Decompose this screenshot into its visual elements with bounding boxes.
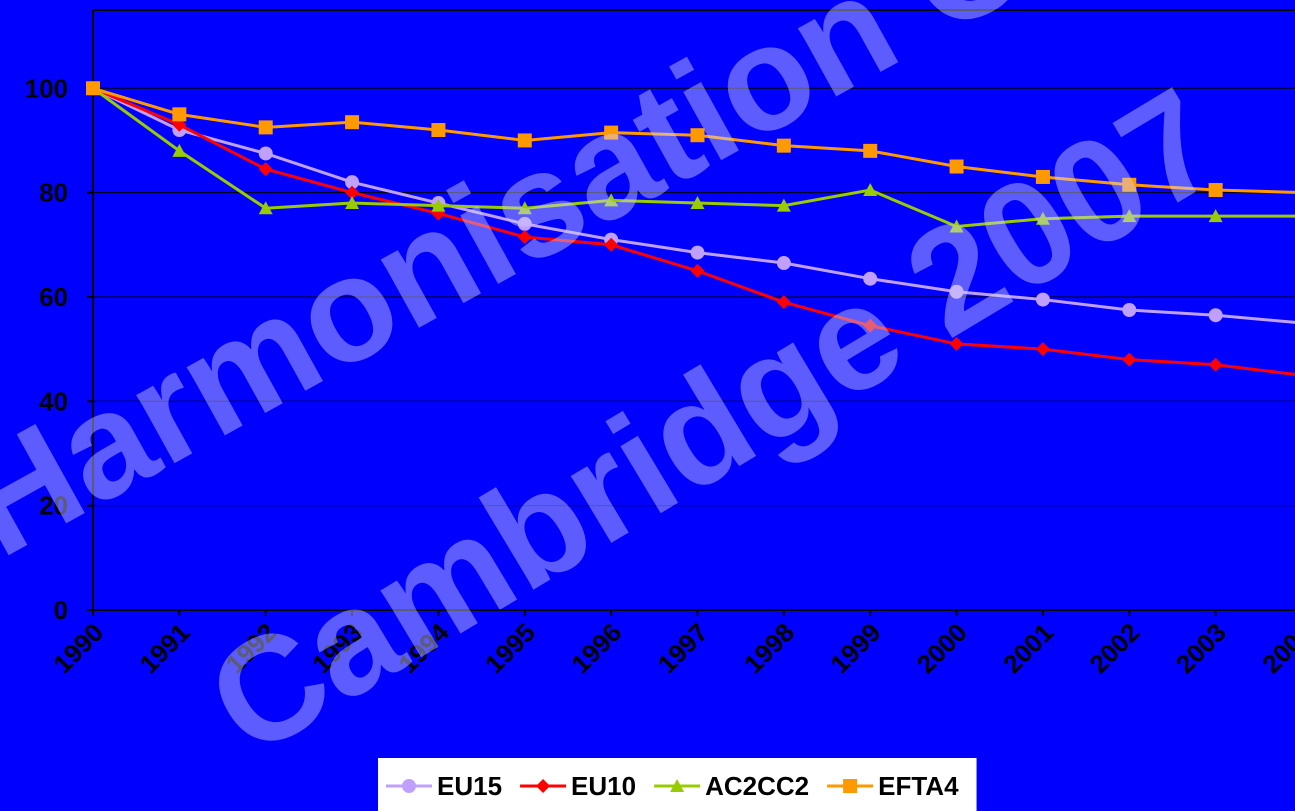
marker (1208, 308, 1223, 323)
marker (1035, 292, 1050, 307)
marker (690, 245, 705, 260)
marker (690, 263, 705, 278)
marker (776, 295, 791, 310)
marker (1122, 177, 1137, 192)
marker (670, 779, 685, 792)
marker (1208, 357, 1223, 372)
x-tick-label: 1990 (47, 617, 109, 679)
marker (863, 271, 878, 286)
marker (258, 162, 273, 177)
marker (345, 185, 360, 200)
marker (690, 196, 705, 210)
marker (431, 198, 446, 212)
marker (863, 318, 878, 333)
marker (517, 229, 532, 244)
marker (1035, 342, 1050, 357)
legend-label: EFTA4 (878, 771, 959, 801)
x-tick-label: 2004 (1256, 617, 1295, 679)
marker (1035, 169, 1050, 184)
x-tick-label: 1999 (824, 617, 886, 679)
marker (843, 779, 858, 793)
x-tick-label: 2000 (911, 617, 973, 679)
y-tick-label: 60 (39, 282, 68, 312)
marker (258, 201, 273, 215)
x-tick-label: 2002 (1083, 617, 1145, 679)
marker (863, 143, 878, 158)
marker (345, 175, 360, 190)
marker (517, 201, 532, 215)
marker (86, 81, 100, 96)
y-tick-label: 40 (39, 386, 68, 416)
x-tick-label: 2001 (997, 617, 1059, 679)
marker (690, 128, 705, 143)
x-tick-label: 1996 (565, 617, 627, 679)
x-tick-label: 1998 (738, 617, 800, 679)
marker (536, 779, 551, 793)
y-tick-label: 100 (25, 73, 68, 103)
marker (517, 133, 532, 148)
marker (402, 779, 416, 793)
legend-label: AC2CC2 (705, 771, 809, 801)
marker (949, 219, 964, 233)
marker (776, 198, 791, 212)
marker (604, 125, 619, 140)
marker (431, 123, 446, 137)
marker (1122, 303, 1137, 317)
marker (258, 146, 273, 161)
y-tick-label: 20 (39, 491, 68, 521)
marker (172, 107, 187, 122)
legend-label: EU10 (571, 771, 636, 801)
y-tick-label: 0 (54, 595, 68, 625)
marker (345, 196, 360, 210)
marker (949, 284, 964, 299)
marker (517, 216, 532, 231)
marker (1122, 352, 1137, 367)
marker (258, 120, 273, 135)
marker (863, 183, 878, 196)
marker (949, 159, 964, 174)
marker (345, 115, 360, 130)
marker (776, 138, 791, 153)
marker (1208, 209, 1223, 223)
marker (1035, 211, 1050, 225)
marker (1122, 209, 1137, 223)
y-tick-label: 80 (39, 178, 68, 208)
x-tick-label: 2003 (1170, 617, 1232, 679)
marker (1208, 183, 1223, 197)
marker (604, 237, 619, 252)
x-tick-label: 1997 (652, 617, 714, 679)
marker (604, 193, 619, 207)
marker (172, 143, 187, 157)
marker (776, 256, 791, 271)
marker (949, 336, 964, 351)
legend-label: EU15 (437, 771, 502, 801)
